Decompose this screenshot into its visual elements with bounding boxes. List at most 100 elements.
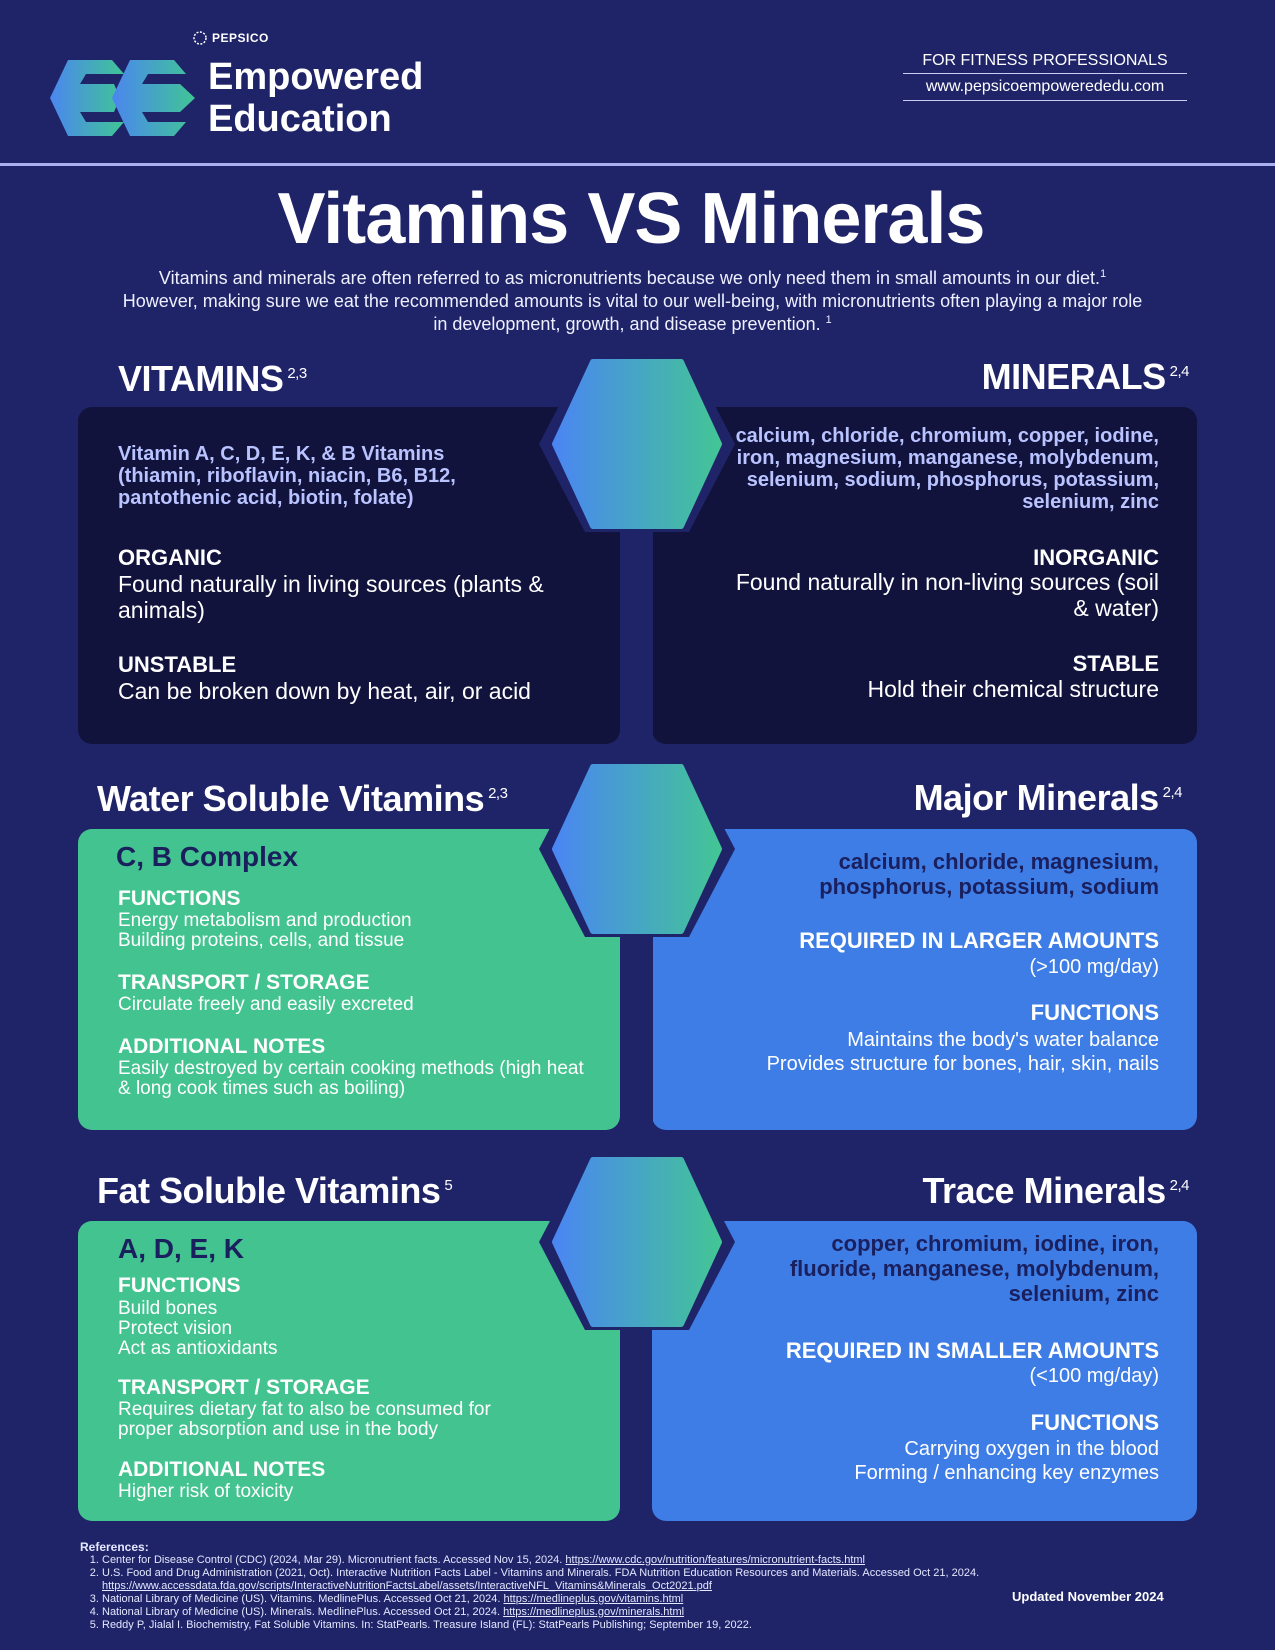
minerals-card: calcium, chloride, chromium, copper, iod… (652, 407, 1197, 744)
minerals-heading-text: MINERALS (981, 356, 1167, 397)
trace-minerals-card: copper, chromium, iodine, iron, fluoride… (652, 1221, 1197, 1521)
water-transport-heading: TRANSPORT / STORAGE (118, 971, 370, 994)
major-minerals-heading-text: Major Minerals (913, 777, 1160, 818)
fat-soluble-heading-text: Fat Soluble Vitamins (97, 1170, 441, 1211)
brand-line-1: Empowered (208, 56, 424, 98)
reference-text: National Library of Medicine (US). Miner… (102, 1606, 504, 1618)
reference-item: Center for Disease Control (CDC) (2024, … (102, 1554, 980, 1567)
minerals-heading-ref: 2,4 (1169, 363, 1190, 380)
inorganic-text: Found naturally in non-living sources (s… (735, 569, 1159, 621)
minerals-list: calcium, chloride, chromium, copper, iod… (735, 425, 1159, 513)
fat-soluble-card: A, D, E, K FUNCTIONS Build bones Protect… (78, 1221, 620, 1521)
pepsico-globe-icon (193, 31, 207, 45)
header-divider (0, 163, 1275, 166)
water-soluble-title: C, B Complex (116, 841, 299, 872)
brand-line-2: Education (208, 98, 392, 140)
water-soluble-heading-text: Water Soluble Vitamins (97, 778, 485, 819)
intro-paragraph: Vitamins and minerals are often referred… (120, 267, 1145, 336)
stable-heading: STABLE (1072, 651, 1159, 676)
larger-amounts-text: (>100 mg/day) (1029, 956, 1159, 978)
hexagon-icon (539, 1154, 735, 1330)
row2-connector (621, 920, 653, 1160)
website-link[interactable]: www.pepsicoempowerededu.com (903, 78, 1187, 101)
reference-link[interactable]: https://medlineplus.gov/minerals.html (503, 1606, 685, 1618)
major-minerals-heading-ref: 2,4 (1162, 784, 1183, 801)
water-soluble-card: C, B Complex FUNCTIONS Energy metabolism… (78, 829, 620, 1130)
water-functions-1: Energy metabolism and production (118, 910, 412, 931)
trace-minerals-heading-text: Trace Minerals (922, 1170, 1167, 1211)
stable-text: Hold their chemical structure (867, 676, 1159, 702)
water-functions-2: Building proteins, cells, and tissue (118, 930, 405, 951)
inorganic-heading: INORGANIC (1033, 545, 1159, 570)
organic-heading: ORGANIC (118, 545, 222, 570)
fat-transport-heading: TRANSPORT / STORAGE (118, 1376, 370, 1399)
reference-item: National Library of Medicine (US). Vitam… (102, 1593, 980, 1606)
trace-functions-2: Forming / enhancing key enzymes (854, 1462, 1159, 1484)
references: References: Center for Disease Control (… (80, 1541, 980, 1632)
row1-connector (621, 510, 653, 760)
major-minerals-heading: Major Minerals 2,4 (913, 777, 1183, 819)
references-list: Center for Disease Control (CDC) (2024, … (80, 1554, 980, 1632)
water-soluble-heading: Water Soluble Vitamins 2,3 (97, 778, 508, 820)
brand-name: Empowered Education (208, 56, 423, 140)
major-functions-1: Maintains the body's water balance (847, 1029, 1159, 1051)
water-notes-text: Easily destroyed by certain cooking meth… (118, 1058, 584, 1099)
page-header: PEPSICO Empowered Education FOR FITNESS … (0, 0, 1275, 166)
organic-text: Found naturally in living sources (plant… (118, 571, 544, 623)
water-notes-heading: ADDITIONAL NOTES (118, 1035, 326, 1058)
reference-text: Center for Disease Control (CDC) (2024, … (102, 1554, 566, 1566)
water-functions-heading: FUNCTIONS (118, 887, 241, 910)
larger-amounts-heading: REQUIRED IN LARGER AMOUNTS (799, 928, 1159, 953)
pepsico-wordmark: PEPSICO (192, 30, 269, 46)
intro-ref-2: 1 (825, 314, 832, 326)
trace-minerals-heading-ref: 2,4 (1169, 1177, 1190, 1194)
reference-link[interactable]: https://medlineplus.gov/vitamins.html (503, 1593, 684, 1605)
reference-item: National Library of Medicine (US). Miner… (102, 1606, 980, 1619)
unstable-text: Can be broken down by heat, air, or acid (118, 678, 531, 704)
vitamins-list: Vitamin A, C, D, E, K, & B Vitamins (thi… (118, 443, 456, 509)
reference-item: U.S. Food and Drug Administration (2021,… (102, 1567, 980, 1593)
reference-text: U.S. Food and Drug Administration (2021,… (102, 1567, 980, 1579)
intro-ref-1: 1 (1100, 268, 1107, 280)
updated-date: Updated November 2024 (1012, 1589, 1164, 1604)
smaller-amounts-heading: REQUIRED IN SMALLER AMOUNTS (785, 1338, 1159, 1363)
intro-text-1: Vitamins and minerals are often referred… (158, 268, 1101, 288)
unstable-heading: UNSTABLE (118, 652, 237, 677)
minerals-heading: MINERALS 2,4 (981, 356, 1190, 398)
vitamins-heading-text: VITAMINS (118, 358, 284, 399)
page-title: Vitamins VS Minerals (277, 179, 986, 259)
fat-functions-heading: FUNCTIONS (118, 1274, 241, 1297)
intro-text-2: However, making sure we eat the recommen… (122, 291, 1143, 334)
major-minerals-list: calcium, chloride, magnesium, phosphorus… (819, 849, 1159, 899)
vitamins-card: Vitamin A, C, D, E, K, & B Vitamins (thi… (78, 407, 620, 744)
reference-item: Reddy P, Jialal I. Biochemistry, Fat Sol… (102, 1619, 980, 1632)
fat-transport-text: Requires dietary fat to also be consumed… (118, 1399, 491, 1440)
major-minerals-card: calcium, chloride, magnesium, phosphorus… (652, 829, 1197, 1130)
hexagon-icon (539, 356, 735, 532)
reference-link[interactable]: https://www.accessdata.fda.gov/scripts/I… (102, 1580, 712, 1592)
fat-functions-1: Build bones (118, 1298, 218, 1319)
major-functions-heading: FUNCTIONS (1030, 1000, 1159, 1025)
reference-text: Reddy P, Jialal I. Biochemistry, Fat Sol… (102, 1619, 752, 1631)
audience-label: FOR FITNESS PROFESSIONALS (903, 52, 1187, 74)
trace-functions-heading: FUNCTIONS (1030, 1410, 1159, 1435)
fat-notes-heading: ADDITIONAL NOTES (118, 1458, 326, 1481)
hexagon-icon (539, 761, 735, 937)
reference-text: National Library of Medicine (US). Vitam… (102, 1593, 504, 1605)
vitamins-heading-ref: 2,3 (287, 365, 307, 382)
empowered-education-logo-icon (50, 60, 195, 136)
fat-functions-3: Act as antioxidants (118, 1338, 278, 1359)
water-soluble-heading-ref: 2,3 (488, 785, 508, 802)
reference-link[interactable]: https://www.cdc.gov/nutrition/features/m… (565, 1554, 865, 1566)
fat-soluble-heading: Fat Soluble Vitamins 5 (97, 1170, 453, 1212)
major-functions-2: Provides structure for bones, hair, skin… (766, 1053, 1159, 1075)
fat-functions-2: Protect vision (118, 1318, 233, 1339)
trace-minerals-list: copper, chromium, iodine, iron, fluoride… (789, 1231, 1159, 1306)
pepsico-label: PEPSICO (212, 31, 269, 45)
fat-soluble-title: A, D, E, K (118, 1233, 245, 1264)
fat-soluble-heading-ref: 5 (444, 1177, 453, 1194)
trace-minerals-heading: Trace Minerals 2,4 (923, 1170, 1190, 1212)
vitamins-heading: VITAMINS 2,3 (118, 358, 307, 400)
references-heading: References: (80, 1540, 149, 1554)
trace-functions-1: Carrying oxygen in the blood (904, 1438, 1159, 1460)
